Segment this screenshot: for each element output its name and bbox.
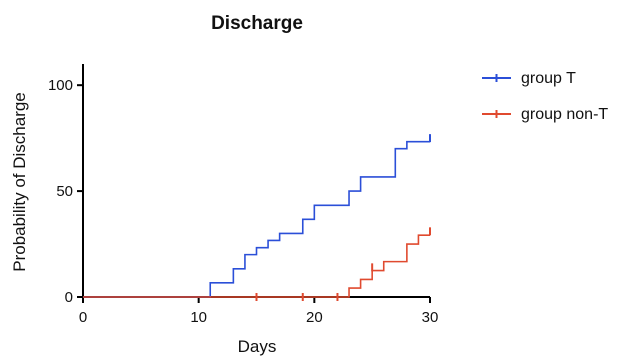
legend-label: group non-T [521, 106, 608, 123]
y-axis-label: Probability of Discharge [10, 92, 29, 272]
x-tick-label: 30 [422, 309, 439, 326]
axes: 0 10 20 30 0 50 100 [48, 64, 438, 326]
x-axis-label: Days [238, 337, 277, 356]
x-tick-label: 10 [190, 309, 207, 326]
x-tick-label: 0 [79, 309, 87, 326]
x-tick-label: 20 [306, 309, 323, 326]
legend-label: group T [521, 70, 576, 87]
legend-item-1: group non-T [482, 106, 608, 123]
series-line-0 [83, 140, 430, 298]
legend-item-0: group T [482, 70, 576, 87]
y-tick-label: 0 [65, 289, 73, 306]
series-layer [83, 134, 431, 301]
y-tick-label: 50 [56, 183, 73, 200]
legend: group T group non-T [482, 70, 608, 123]
y-tick-label: 100 [48, 77, 73, 94]
chart-title: Discharge [211, 13, 303, 34]
series-line-1 [83, 234, 430, 298]
